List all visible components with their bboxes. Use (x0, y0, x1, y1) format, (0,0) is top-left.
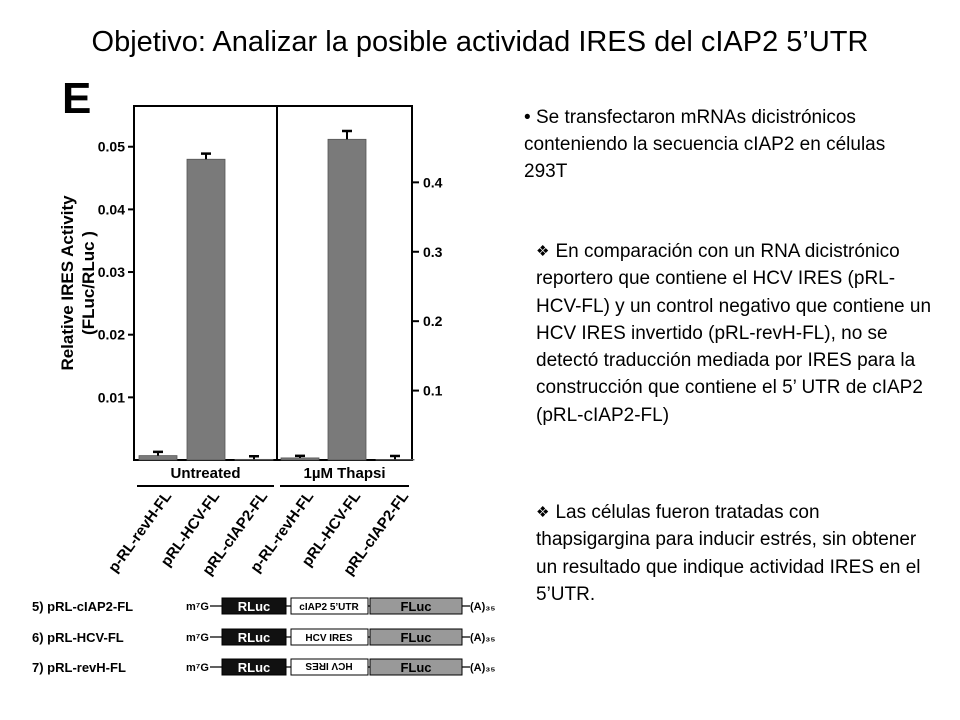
right-axis-tick-label: 0.4 (423, 174, 443, 190)
construct-label: 6) pRL-HCV-FL (32, 630, 124, 645)
bar (186, 158, 226, 461)
slide-title: Objetivo: Analizar la posible actividad … (91, 26, 869, 58)
group-label: Untreated (170, 465, 240, 482)
construct-label: 5) pRL-cIAP2-FL (32, 599, 133, 614)
cap-label: m⁷G (186, 632, 209, 644)
bar (234, 458, 274, 461)
insert-label: HCV IRES (305, 633, 353, 644)
diamond-bullet-icon: ❖ (536, 243, 550, 260)
bullet-thapsigargin-text: Las células fueron tratadas con thapsiga… (536, 502, 921, 605)
left-axis-tick-label: 0.05 (98, 139, 125, 155)
panel-letter: E (62, 74, 92, 123)
bar (280, 457, 320, 461)
bar (375, 459, 415, 461)
bullet-comparison-text: En comparación con un RNA dicistrónico r… (536, 241, 932, 426)
y-axis-title-units: (FLuc/RLuc ) (79, 231, 98, 335)
polya-label: (A)₃₅ (470, 662, 495, 674)
rluc-box (221, 597, 287, 615)
rluc-label: RLuc (238, 630, 271, 645)
plot-frame (133, 105, 413, 461)
fluc-label: FLuc (400, 660, 431, 675)
insert-label: HCV IRES (305, 660, 353, 671)
insert-box (290, 628, 369, 646)
polya-label: (A)₃₅ (470, 601, 495, 613)
bullet-transfection-text: Se transfectaron mRNAs dicistrónicos con… (524, 107, 886, 182)
bar (138, 455, 178, 461)
insert-box (290, 658, 369, 676)
bullet-transfection: • Se transfectaron mRNAs dicistrónicos c… (524, 104, 924, 185)
bullet-comparison: ❖ En comparación con un RNA dicistrónico … (536, 238, 936, 429)
left-axis-tick-label: 0.03 (98, 264, 125, 280)
left-axis-tick-label: 0.02 (98, 327, 125, 343)
fluc-box (369, 597, 463, 615)
polya-label: (A)₃₅ (470, 632, 495, 644)
bullet-dot: • (524, 107, 531, 128)
right-axis-tick-label: 0.2 (423, 313, 443, 329)
fluc-label: FLuc (400, 630, 431, 645)
rluc-label: RLuc (238, 599, 271, 614)
fluc-box (369, 628, 463, 646)
rluc-box (221, 658, 287, 676)
bullet-thapsigargin: ❖ Las células fueron tratadas con thapsig… (536, 499, 936, 608)
right-axis-tick-label: 0.1 (423, 383, 443, 399)
construct-label: 7) pRL-revH-FL (32, 660, 126, 675)
cap-label: m⁷G (186, 601, 209, 613)
left-axis-tick-label: 0.04 (98, 201, 125, 217)
rluc-label: RLuc (238, 660, 271, 675)
group-label: 1µM Thapsi (304, 465, 386, 482)
cap-label: m⁷G (186, 662, 209, 674)
bar (327, 138, 367, 461)
rluc-box (221, 628, 287, 646)
right-axis-tick-label: 0.3 (423, 244, 443, 260)
insert-label: cIAP2 5’UTR (299, 602, 359, 613)
y-axis-title: Relative IRES Activity (58, 195, 77, 371)
insert-box (290, 597, 369, 615)
fluc-box (369, 658, 463, 676)
fluc-label: FLuc (400, 599, 431, 614)
diamond-bullet-icon: ❖ (536, 504, 550, 521)
left-axis-tick-label: 0.01 (98, 389, 125, 405)
